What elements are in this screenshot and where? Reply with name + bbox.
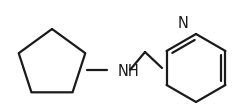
Text: N: N <box>178 16 188 31</box>
Text: NH: NH <box>118 63 140 78</box>
